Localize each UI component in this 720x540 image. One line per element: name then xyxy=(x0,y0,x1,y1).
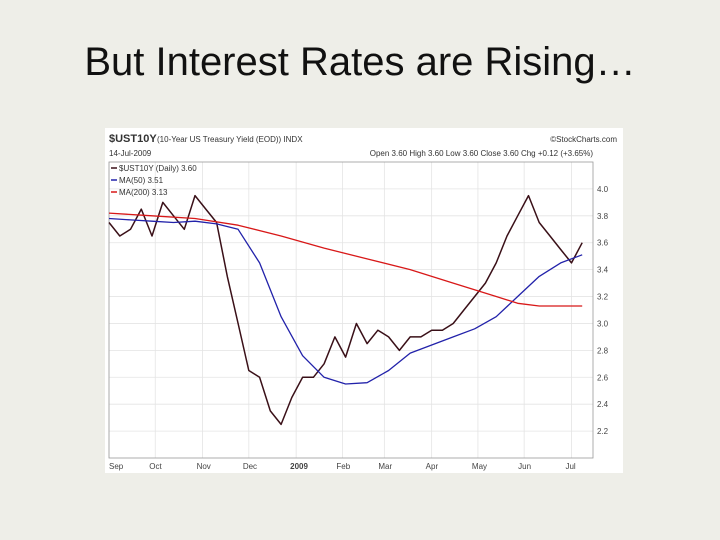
y-tick-label: 4.0 xyxy=(597,185,609,194)
lines-layer xyxy=(108,194,583,426)
x-tick-label: Sep xyxy=(109,462,124,471)
x-tick-label: 2009 xyxy=(290,462,308,471)
plot-frame xyxy=(108,161,594,459)
x-tick-label: Oct xyxy=(149,462,162,471)
y-tick-label: 2.6 xyxy=(597,373,609,382)
chart-source: ©StockCharts.com xyxy=(550,135,617,144)
x-tick-label: Mar xyxy=(378,462,392,471)
x-tick-label: Nov xyxy=(197,462,211,471)
slide-title: But Interest Rates are Rising… xyxy=(84,40,636,84)
x-tick-label: Jun xyxy=(518,462,531,471)
chart-date: 14-Jul-2009 xyxy=(109,149,152,158)
y-tick-label: 2.4 xyxy=(597,400,609,409)
x-tick-label: May xyxy=(472,462,487,471)
ticks-layer: 2.2 2.4 2.6 2.8 3.0 3.2 3.4 3.6 3.8 4.0 Sep Oct Nov D… xyxy=(109,185,609,471)
y-tick-label: 3.8 xyxy=(597,212,609,221)
y-tick-label: 2.8 xyxy=(597,346,609,355)
x-tick-label: Apr xyxy=(426,462,439,471)
chart-ohlc: Open 3.60 High 3.60 Low 3.60 Close 3.60 … xyxy=(370,149,594,158)
legend-price: $UST10Y (Daily) 3.60 xyxy=(119,164,197,173)
y-tick-label: 3.4 xyxy=(597,266,609,275)
series-line-price xyxy=(108,194,583,426)
x-tick-label: Jul xyxy=(565,462,575,471)
chart-legend: $UST10Y (Daily) 3.60 MA(50) 3.51 MA(200)… xyxy=(111,164,197,197)
grid-layer xyxy=(108,162,593,458)
stock-chart: $UST10Y (10-Year US Treasury Yield (EOD)… xyxy=(105,128,623,473)
x-tick-label: Feb xyxy=(336,462,350,471)
series-line-ma200 xyxy=(108,212,583,307)
legend-ma50: MA(50) 3.51 xyxy=(119,176,164,185)
chart-description: (10-Year US Treasury Yield (EOD)) INDX xyxy=(157,135,303,144)
y-tick-label: 2.2 xyxy=(597,427,609,436)
x-tick-label: Dec xyxy=(243,462,257,471)
y-tick-label: 3.2 xyxy=(597,293,609,302)
y-tick-label: 3.6 xyxy=(597,239,609,248)
legend-ma200: MA(200) 3.13 xyxy=(119,188,168,197)
chart-symbol: $UST10Y xyxy=(109,133,157,145)
y-tick-label: 3.0 xyxy=(597,319,609,328)
chart-svg: $UST10Y (10-Year US Treasury Yield (EOD)… xyxy=(108,133,617,471)
series-line-ma50 xyxy=(108,217,583,385)
